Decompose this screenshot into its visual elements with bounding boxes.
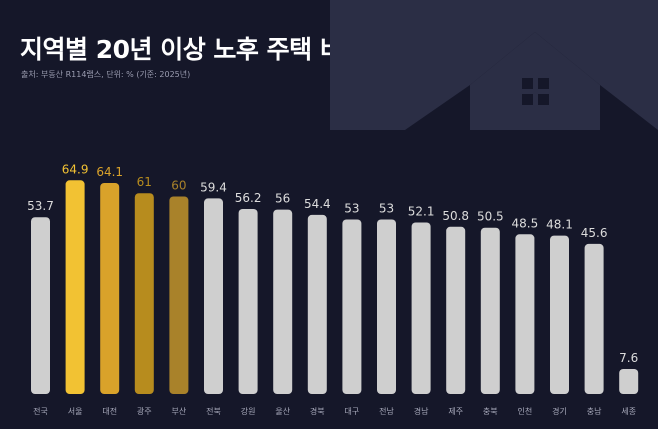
bar-제주 (446, 226, 466, 394)
x-tick-label-강원: 강원 (241, 406, 256, 416)
x-tick-label-부산: 부산 (172, 406, 187, 416)
value-label-충북: 50.5 (477, 210, 504, 224)
value-label-대구: 53 (344, 202, 359, 216)
bar-group (31, 180, 639, 394)
x-tick-label-대구: 대구 (345, 407, 360, 416)
x-tick-label-서울: 서울 (68, 407, 83, 416)
window-pane (538, 78, 549, 89)
bar-경기 (550, 235, 569, 394)
bar-전남 (377, 219, 396, 394)
x-tick-label-전남: 전남 (379, 406, 394, 416)
value-label-서울: 64.9 (62, 162, 89, 176)
bar-충북 (480, 227, 500, 394)
value-label-부산: 60 (171, 179, 186, 193)
value-label-울산: 56 (275, 192, 290, 206)
value-label-group: 53.7 64.9 64.1 61 60 59.4 56.2 56 54.4 53 53 52.1 50… (27, 162, 638, 365)
x-tick-label-대전: 대전 (102, 406, 117, 416)
bar-강원 (238, 209, 258, 394)
window-pane (538, 94, 549, 105)
house-roof (330, 0, 658, 130)
house-icon (330, 0, 658, 130)
x-tick-label-전국: 전국 (33, 406, 48, 416)
value-label-세종: 7.6 (619, 351, 638, 365)
house-body (470, 32, 600, 130)
bar-경북 (307, 214, 327, 394)
x-axis-labels: 전국 서울 대전 광주 부산 전북 강원 울산 경북 대구 전남 경남 제주 충북 인천 경기 충남 세종 (33, 406, 636, 416)
x-tick-label-경북: 경북 (310, 406, 325, 416)
value-label-광주: 61 (137, 175, 152, 189)
x-tick-label-광주: 광주 (137, 406, 152, 416)
value-label-전국: 53.7 (27, 199, 54, 213)
title: 지역별 20년 이상 노후 주택 비율 (20, 35, 365, 64)
bar-인천 (515, 234, 535, 394)
source-note: 출처: 부동산 R114랩스, 단위: % (기준: 2025년) (21, 70, 191, 79)
x-tick-label-세종: 세종 (621, 407, 636, 416)
x-tick-label-경기: 경기 (552, 406, 567, 416)
value-label-대전: 64.1 (96, 165, 123, 179)
value-label-경남: 52.1 (408, 205, 435, 219)
x-tick-label-경남: 경남 (414, 406, 429, 416)
bar-부산 (169, 196, 189, 394)
bar-전국 (31, 217, 50, 394)
value-label-인천: 48.5 (512, 216, 539, 230)
value-label-충남: 45.6 (581, 226, 608, 240)
value-label-전북: 59.4 (200, 180, 227, 194)
x-tick-label-제주: 제주 (448, 407, 463, 416)
x-tick-label-전북: 전북 (206, 406, 221, 416)
bar-광주 (134, 193, 154, 394)
value-label-전남: 53 (379, 202, 394, 216)
window-pane (522, 78, 533, 89)
bar-대전 (100, 183, 120, 394)
value-label-제주: 50.8 (442, 209, 469, 223)
bar-울산 (273, 209, 293, 394)
bar-대구 (342, 219, 362, 394)
bar-세종 (619, 369, 639, 394)
bar-경남 (411, 222, 431, 394)
value-label-경기: 48.1 (546, 218, 573, 232)
x-tick-label-인천: 인천 (518, 406, 533, 416)
bar-전북 (204, 198, 223, 394)
value-label-경북: 54.4 (304, 197, 331, 211)
bar-서울 (65, 180, 85, 394)
x-tick-label-충남: 충남 (587, 407, 602, 416)
bar-충남 (584, 243, 604, 394)
x-tick-label-충북: 충북 (483, 407, 498, 416)
value-label-강원: 56.2 (235, 191, 262, 205)
x-tick-label-울산: 울산 (275, 406, 290, 416)
window-pane (522, 94, 533, 105)
